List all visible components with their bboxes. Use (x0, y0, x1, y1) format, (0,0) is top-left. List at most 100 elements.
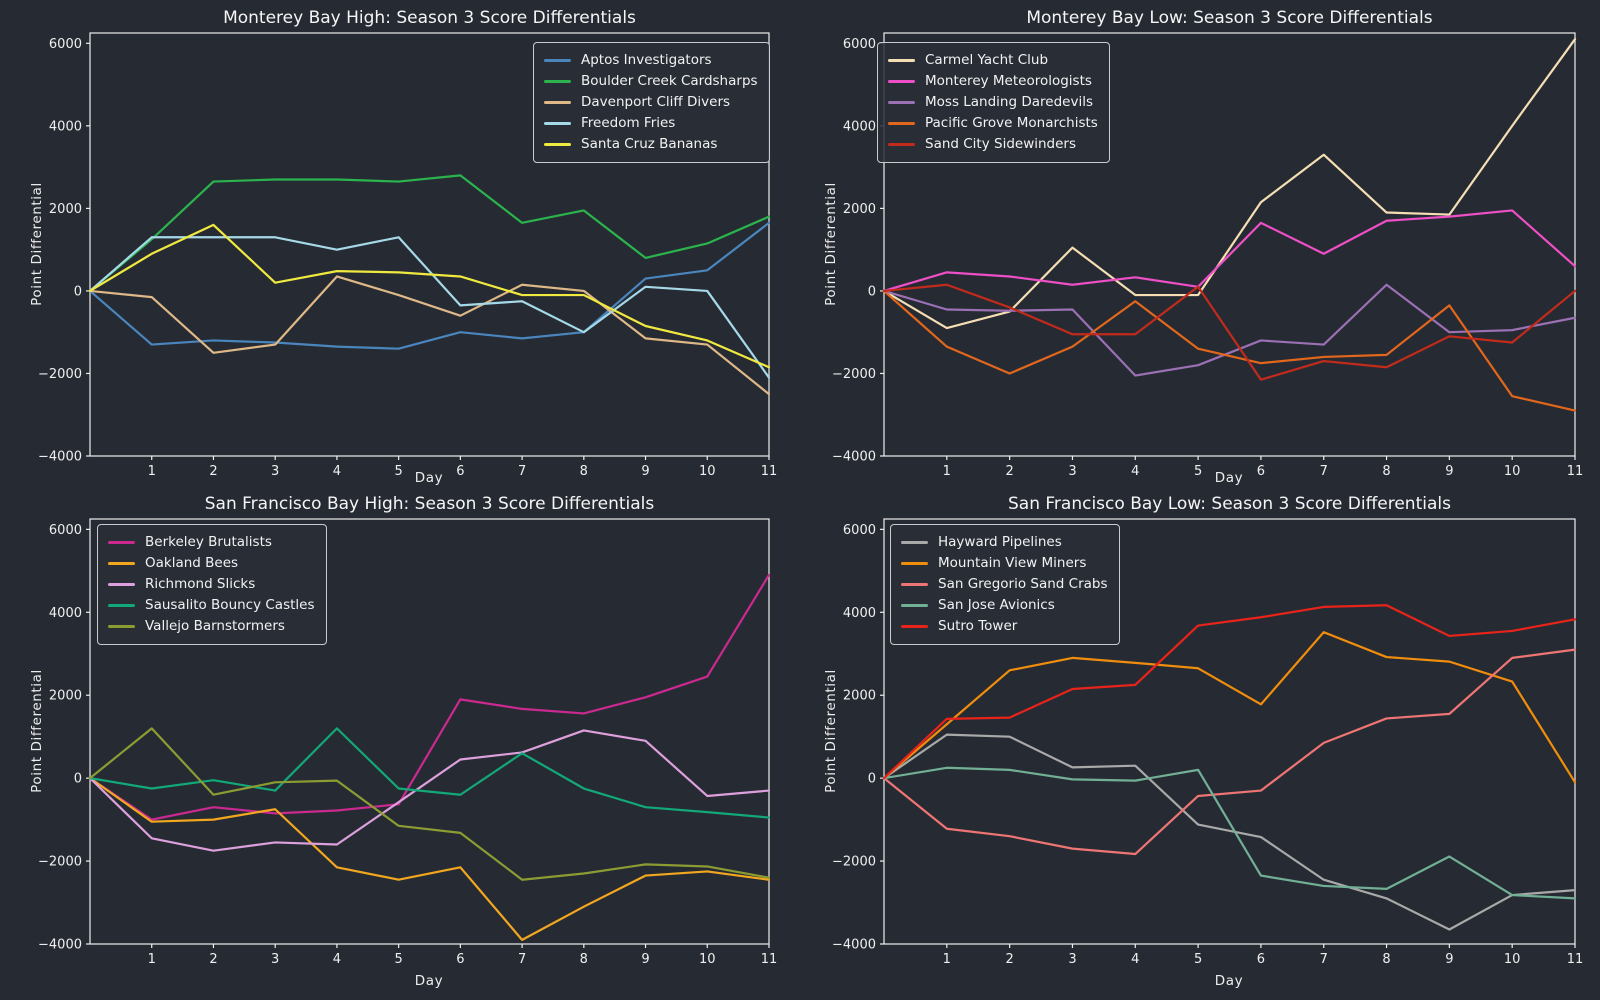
legend-swatch (544, 143, 571, 146)
x-axis-label: Day (1214, 973, 1244, 989)
legend-label: San Jose Avionics (938, 597, 1055, 613)
legend-label: Hayward Pipelines (938, 534, 1062, 550)
legend-label: San Gregorio Sand Crabs (938, 576, 1108, 592)
x-tick-label: 1 (148, 464, 156, 479)
y-tick-label: −2000 (832, 855, 876, 870)
legend-swatch (901, 562, 928, 565)
y-tick-label: 4000 (49, 606, 82, 621)
legend: Aptos Investigators Boulder Creek Cardsha… (533, 42, 770, 163)
legend-swatch (108, 541, 135, 544)
x-tick-label: 6 (456, 952, 464, 967)
legend-item: Pacific Grove Monarchists (888, 113, 1098, 134)
x-tick-label: 5 (394, 464, 402, 479)
chart-title: San Francisco Bay Low: Season 3 Score Di… (1008, 494, 1451, 514)
legend-item: Aptos Investigators (544, 50, 758, 71)
legend-swatch (544, 122, 571, 125)
legend-label: Richmond Slicks (145, 576, 256, 592)
legend-label: Santa Cruz Bananas (581, 136, 718, 152)
y-tick-label: 6000 (49, 523, 82, 538)
legend-label: Boulder Creek Cardsharps (581, 73, 758, 89)
series-line-hayward-pipelines (882, 733, 1577, 931)
x-tick-label: 9 (1445, 952, 1453, 967)
legend-label: Vallejo Barnstormers (145, 618, 285, 634)
x-tick-label: 4 (333, 952, 341, 967)
series-line-aptos-investigators (88, 221, 771, 350)
legend-item: Freedom Fries (544, 113, 758, 134)
y-tick-label: 2000 (843, 689, 876, 704)
y-tick-label: −2000 (38, 367, 82, 382)
legend-label: Sand City Sidewinders (925, 136, 1077, 152)
x-tick-label: 6 (1257, 952, 1265, 967)
legend-label: Sausalito Bouncy Castles (145, 597, 315, 613)
plot-area: 1 2 3 4 5 6 7 8 9 10 11 6000 4000 2000 0 −2000 −4000 (38, 518, 777, 967)
y-tick-label: 2000 (843, 202, 876, 217)
legend-swatch (888, 122, 915, 125)
x-tick-label: 9 (641, 952, 649, 967)
y-tick-label: 0 (868, 284, 876, 299)
y-tick-label: 6000 (843, 37, 876, 52)
series-line-berkeley-brutalists (88, 573, 771, 821)
series-line-vallejo-barnstormers (88, 727, 771, 881)
legend-item: Davenport Cliff Divers (544, 92, 758, 113)
x-tick-label: 3 (1068, 464, 1076, 479)
legend-item: San Gregorio Sand Crabs (901, 574, 1108, 595)
chart-title: San Francisco Bay High: Season 3 Score D… (204, 494, 655, 514)
axes-frame (883, 32, 1576, 457)
legend-item: Sausalito Bouncy Castles (108, 595, 315, 616)
y-tick-label: −2000 (38, 855, 82, 870)
legend-swatch (901, 541, 928, 544)
x-tick-label: 11 (1567, 952, 1584, 967)
series-line-santa-cruz-bananas (88, 223, 771, 369)
legend-swatch (901, 604, 928, 607)
legend: Hayward Pipelines Mountain View Miners San… (890, 524, 1120, 645)
legend-swatch (888, 80, 915, 83)
x-axis-label: Day (1214, 470, 1244, 486)
series-line-san-gregorio-sand-crabs (882, 648, 1577, 856)
series-line-san-jose-avionics (882, 766, 1577, 900)
plot-area: 1 2 3 4 5 6 7 8 9 10 11 6000 4000 2000 0 −2000 −4000 (832, 518, 1584, 967)
series-line-moss-landing-daredevils (882, 283, 1577, 377)
legend-label: Freedom Fries (581, 115, 676, 131)
x-tick-label: 5 (1194, 952, 1202, 967)
y-tick-label: 4000 (843, 606, 876, 621)
x-tick-label: 9 (641, 464, 649, 479)
x-tick-label: 8 (580, 952, 588, 967)
series-line-monterey-meteorologists (882, 209, 1577, 293)
x-tick-label: 3 (1068, 952, 1076, 967)
legend-swatch (108, 625, 135, 628)
x-tick-label: 7 (518, 952, 526, 967)
x-tick-label: 2 (1005, 464, 1013, 479)
legend-label: Carmel Yacht Club (925, 52, 1049, 68)
x-tick-label: 10 (1504, 952, 1521, 967)
x-tick-label: 8 (580, 464, 588, 479)
legend-item: Richmond Slicks (108, 574, 315, 595)
legend-label: Oakland Bees (145, 555, 239, 571)
plot-area: 1 2 3 4 5 6 7 8 9 10 11 6000 4000 2000 0 −2000 −4000 (38, 32, 778, 479)
legend: Carmel Yacht Club Monterey Meteorologists… (877, 42, 1110, 163)
legend-item: Boulder Creek Cardsharps (544, 71, 758, 92)
y-tick-label: 4000 (49, 119, 82, 134)
x-tick-label: 2 (1005, 952, 1013, 967)
series-line-pacific-grove-monarchists (882, 289, 1577, 412)
axes-frame (89, 518, 770, 945)
x-tick-label: 6 (1257, 464, 1265, 479)
legend-item: Carmel Yacht Club (888, 50, 1098, 71)
series-line-mountain-view-miners (882, 631, 1577, 784)
legend-item: Sutro Tower (901, 616, 1108, 637)
legend-item: Moss Landing Daredevils (888, 92, 1098, 113)
y-axis-label: Point Differential (29, 182, 45, 306)
y-tick-label: −4000 (38, 450, 82, 465)
series-line-carmel-yacht-club (882, 38, 1577, 330)
x-tick-label: 10 (1504, 464, 1521, 479)
x-tick-label: 11 (761, 464, 778, 479)
x-tick-label: 5 (394, 952, 402, 967)
series-line-freedom-fries (88, 236, 771, 379)
legend-swatch (888, 143, 915, 146)
legend-item: Mountain View Miners (901, 553, 1108, 574)
legend-item: Sand City Sidewinders (888, 134, 1098, 155)
x-tick-label: 4 (333, 464, 341, 479)
x-tick-label: 3 (271, 464, 279, 479)
x-tick-label: 4 (1131, 464, 1139, 479)
x-tick-label: 3 (271, 952, 279, 967)
x-tick-label: 5 (1194, 464, 1202, 479)
